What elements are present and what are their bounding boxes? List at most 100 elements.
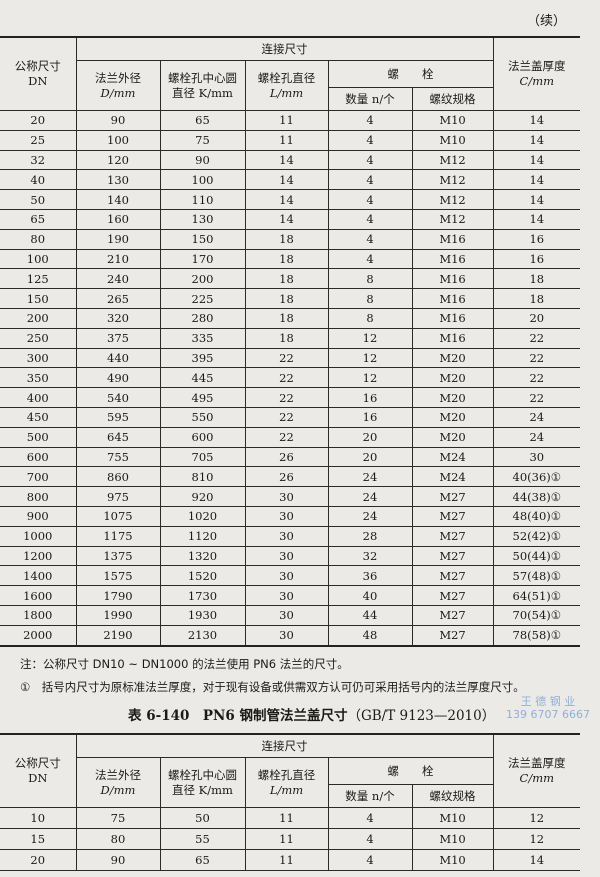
table-cell: 375 (75, 327, 161, 349)
table-cell: M27 (411, 486, 494, 507)
table-cell: M16 (411, 307, 494, 329)
table-cell: 920 (159, 486, 246, 507)
table-cell: M12 (411, 149, 494, 171)
table-cell: 1375 (75, 545, 161, 567)
table-cell: 65 (159, 110, 246, 131)
table-cell: 20 (327, 446, 413, 468)
table-cell: 14 (492, 208, 581, 230)
table-cell: M10 (411, 828, 494, 850)
table-cell: 28 (327, 525, 413, 547)
table-title: 表 6-140 PN6 钢制管法兰盖尺寸（GB/T 9123—2010） (128, 708, 496, 724)
table-cell: 30 (244, 486, 329, 507)
table-cell: 4 (327, 110, 413, 131)
table-cell: M27 (411, 525, 494, 547)
table-cell: 11 (244, 849, 329, 871)
table-row: 100 210 170 18 4 M16 16 (0, 248, 581, 270)
table-cell: 4 (327, 189, 413, 210)
table-cell: 550 (159, 406, 246, 428)
table-row: 20 90 65 11 4 M10 14 (0, 849, 581, 871)
table-cell: 4 (327, 129, 413, 151)
table-cell: M16 (411, 268, 494, 290)
header-thickness: 法兰盖厚度 C/mm (492, 36, 581, 111)
table-cell: 80 (0, 228, 77, 250)
table-cell: 24 (492, 406, 581, 428)
table-cell: 445 (159, 367, 246, 389)
table-cell: M12 (411, 208, 494, 230)
table-cell: 40 (327, 585, 413, 606)
table-cell: 40(36)① (492, 466, 581, 488)
header-dn: 公称尺寸 DN (0, 733, 77, 808)
table-cell: M27 (411, 604, 494, 626)
table-cell: M24 (411, 446, 494, 468)
header-thickness: 法兰盖厚度 C/mm (492, 733, 581, 808)
table-cell: 600 (0, 446, 77, 468)
table-row: 350 490 445 22 12 M20 22 (0, 367, 581, 389)
table-cell: 65 (0, 208, 77, 230)
table-cell: 4 (327, 149, 413, 171)
table-cell: 14 (244, 189, 329, 210)
table-cell: 55 (159, 828, 246, 850)
table-cell: 40 (0, 169, 77, 191)
table-cell: 20 (327, 426, 413, 448)
table-row: 700 860 810 26 24 M24 40(36)① (0, 466, 581, 488)
table-cell: 14 (492, 169, 581, 191)
table-cell: M10 (411, 129, 494, 151)
table-cell: 8 (327, 268, 413, 290)
table-cell: 1000 (0, 525, 77, 547)
table-cell: 90 (75, 110, 161, 131)
table-cell: 20 (492, 307, 581, 329)
table-cell: 265 (75, 288, 161, 309)
header-bolt-hole: 螺栓孔直径 L/mm (244, 757, 329, 808)
table-cell: 130 (159, 208, 246, 230)
table-cell: M20 (411, 347, 494, 369)
table-cell: M12 (411, 169, 494, 191)
header-bolt-qty: 数量 n/个 (328, 87, 413, 111)
table-cell: 540 (75, 387, 161, 408)
table-cell: 1600 (0, 585, 77, 606)
table-row: 450 595 550 22 16 M20 24 (0, 406, 581, 428)
table-cell: 32 (0, 149, 77, 171)
table-row: 1000 1175 1120 30 28 M27 52(42)① (0, 525, 581, 547)
table-cell: 75 (159, 129, 246, 151)
table-cell: 1575 (75, 565, 161, 587)
table-cell: 16 (327, 387, 413, 408)
header-bolt-thread: 螺纹规格 (411, 87, 494, 111)
table-row: 1200 1375 1320 30 32 M27 50(44)① (0, 545, 581, 567)
table-cell: 22 (492, 387, 581, 408)
table-cell: 705 (159, 446, 246, 468)
table-cell: 30 (244, 525, 329, 547)
table-row: 400 540 495 22 16 M20 22 (0, 387, 581, 408)
table-cell: 44 (327, 604, 413, 626)
header-connection: 连接尺寸 (75, 36, 494, 61)
table-cell: 14 (492, 849, 581, 871)
table-cell: 16 (492, 248, 581, 270)
table-cell: M27 (411, 565, 494, 587)
table-cell: 125 (0, 268, 77, 290)
table-cell: 36 (327, 565, 413, 587)
table-cell: 240 (75, 268, 161, 290)
header-bolt: 螺 栓 (327, 60, 494, 88)
table-cell: 90 (159, 149, 246, 171)
table-cell: 1320 (159, 545, 246, 567)
table-cell: 600 (159, 426, 246, 448)
header-dn: 公称尺寸 DN (0, 36, 77, 111)
table-cell: 160 (75, 208, 161, 230)
table-cell: 4 (327, 248, 413, 270)
table-cell: 335 (159, 327, 246, 349)
table-cell: 26 (244, 466, 329, 488)
header-flange-od: 法兰外径 D/mm (76, 757, 161, 808)
table-cell: 400 (0, 387, 77, 408)
table-row: 250 375 335 18 12 M16 22 (0, 327, 581, 349)
table-row: 25 100 75 11 4 M10 14 (0, 129, 581, 151)
header-bolt-circle: 螺栓孔中心圆 直径 K/mm (159, 60, 246, 111)
table-cell: 12 (327, 327, 413, 349)
table-cell: M20 (411, 406, 494, 428)
table-cell: 16 (492, 228, 581, 250)
table-row: 150 265 225 18 8 M16 18 (0, 288, 581, 309)
table-cell: 11 (244, 110, 329, 131)
table-cell: 1075 (75, 505, 161, 527)
table-cell: 4 (327, 849, 413, 871)
table-cell: 100 (75, 129, 161, 151)
table-cell: 30 (492, 446, 581, 468)
table-body: 10 75 50 11 4 M10 12 15 80 55 11 4 M10 12 20 90 65 11 4 M10… (0, 807, 581, 871)
